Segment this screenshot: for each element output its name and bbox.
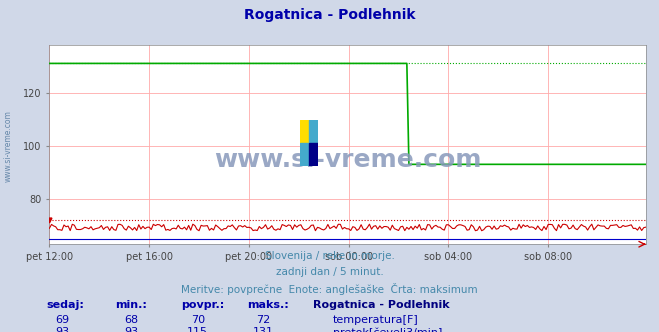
Text: zadnji dan / 5 minut.: zadnji dan / 5 minut. (275, 267, 384, 277)
Text: 93: 93 (55, 327, 70, 332)
Text: 93: 93 (125, 327, 139, 332)
Bar (300, 143, 309, 166)
Text: pretok[čevelj3/min]: pretok[čevelj3/min] (333, 327, 442, 332)
Bar (309, 120, 318, 143)
Bar (300, 120, 309, 143)
Text: Rogatnica - Podlehnik: Rogatnica - Podlehnik (313, 300, 449, 310)
Text: 69: 69 (55, 315, 70, 325)
Text: 115: 115 (187, 327, 208, 332)
Text: maks.:: maks.: (247, 300, 289, 310)
Bar (309, 143, 318, 166)
Text: 72: 72 (256, 315, 271, 325)
Text: www.si-vreme.com: www.si-vreme.com (3, 110, 13, 182)
Text: min.:: min.: (115, 300, 147, 310)
Text: 70: 70 (190, 315, 205, 325)
Text: www.si-vreme.com: www.si-vreme.com (214, 148, 481, 172)
Text: temperatura[F]: temperatura[F] (333, 315, 418, 325)
Text: Slovenija / reke in morje.: Slovenija / reke in morje. (264, 251, 395, 261)
Text: 68: 68 (125, 315, 139, 325)
Text: povpr.:: povpr.: (181, 300, 225, 310)
Text: Meritve: povprečne  Enote: anglešaške  Črta: maksimum: Meritve: povprečne Enote: anglešaške Črt… (181, 283, 478, 294)
Text: Rogatnica - Podlehnik: Rogatnica - Podlehnik (244, 8, 415, 22)
Text: 131: 131 (253, 327, 274, 332)
Text: sedaj:: sedaj: (46, 300, 84, 310)
